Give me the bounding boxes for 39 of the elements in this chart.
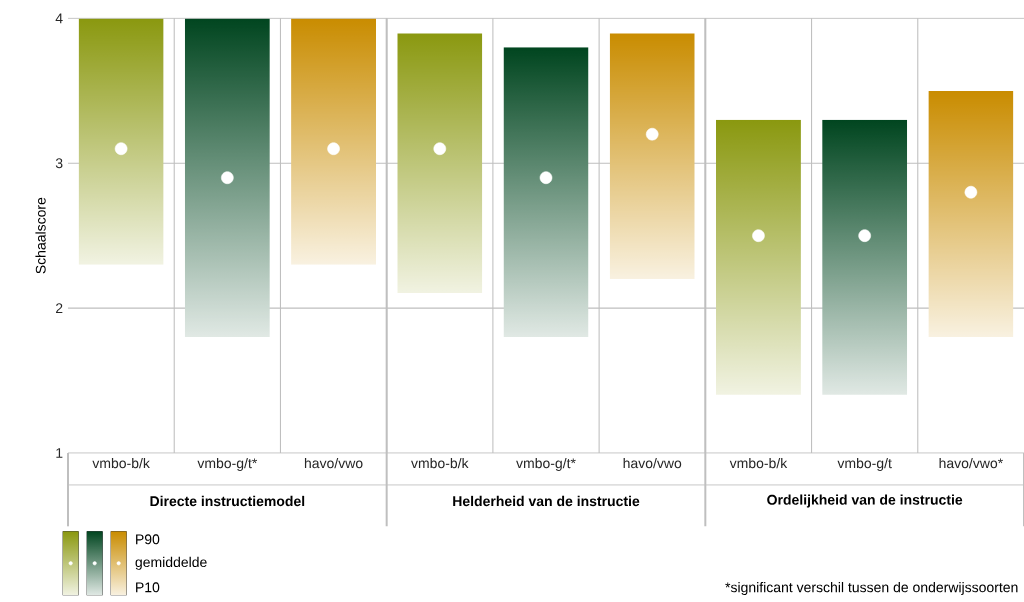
point xyxy=(645,127,659,141)
bar xyxy=(397,33,483,294)
bar xyxy=(184,18,270,338)
bar xyxy=(609,33,695,280)
x-tick-label: vmbo-b/k xyxy=(411,457,469,469)
point xyxy=(964,185,978,199)
x-tick-label: havo/vwo xyxy=(623,457,682,469)
legend-label: gemiddelde xyxy=(135,556,207,570)
text: Directe instructiemodel xyxy=(150,495,305,507)
y-tick-label: 3 xyxy=(55,158,63,169)
point xyxy=(221,171,234,184)
point xyxy=(433,142,447,155)
point xyxy=(858,229,871,242)
text: *significant verschil tussen de onderwijssoorten xyxy=(725,582,1018,596)
bar xyxy=(928,91,1014,338)
x-tick-label: vmbo-g/t* xyxy=(516,457,576,471)
text: Helderheid van de instructie xyxy=(453,495,640,507)
y-tick-label: 2 xyxy=(56,303,63,313)
x-tick-label: vmbo-g/t xyxy=(837,457,892,471)
text: P90 xyxy=(136,534,160,545)
point xyxy=(539,171,553,184)
bar xyxy=(503,47,589,338)
x-tick-label: vmbo-g/t* xyxy=(197,457,258,471)
x-tick-label: vmbo-b/k xyxy=(729,457,788,469)
bar xyxy=(822,119,908,395)
y-tick-label: 1 xyxy=(56,448,63,458)
bar xyxy=(715,119,801,395)
y-tick-label: 4 xyxy=(55,13,63,24)
text: Ordelijkheid van de instructie xyxy=(767,494,963,508)
bar xyxy=(78,18,164,265)
point xyxy=(327,142,340,155)
x-tick-label: vmbo-b/k xyxy=(92,457,150,469)
bar xyxy=(291,18,377,265)
point xyxy=(114,142,128,155)
x-tick-label: havo/vwo* xyxy=(939,457,1003,469)
x-tick-label: havo/vwo xyxy=(304,457,363,469)
y-axis-title: Schaalscore xyxy=(35,197,46,274)
point xyxy=(752,229,765,242)
text: P10 xyxy=(136,582,160,593)
